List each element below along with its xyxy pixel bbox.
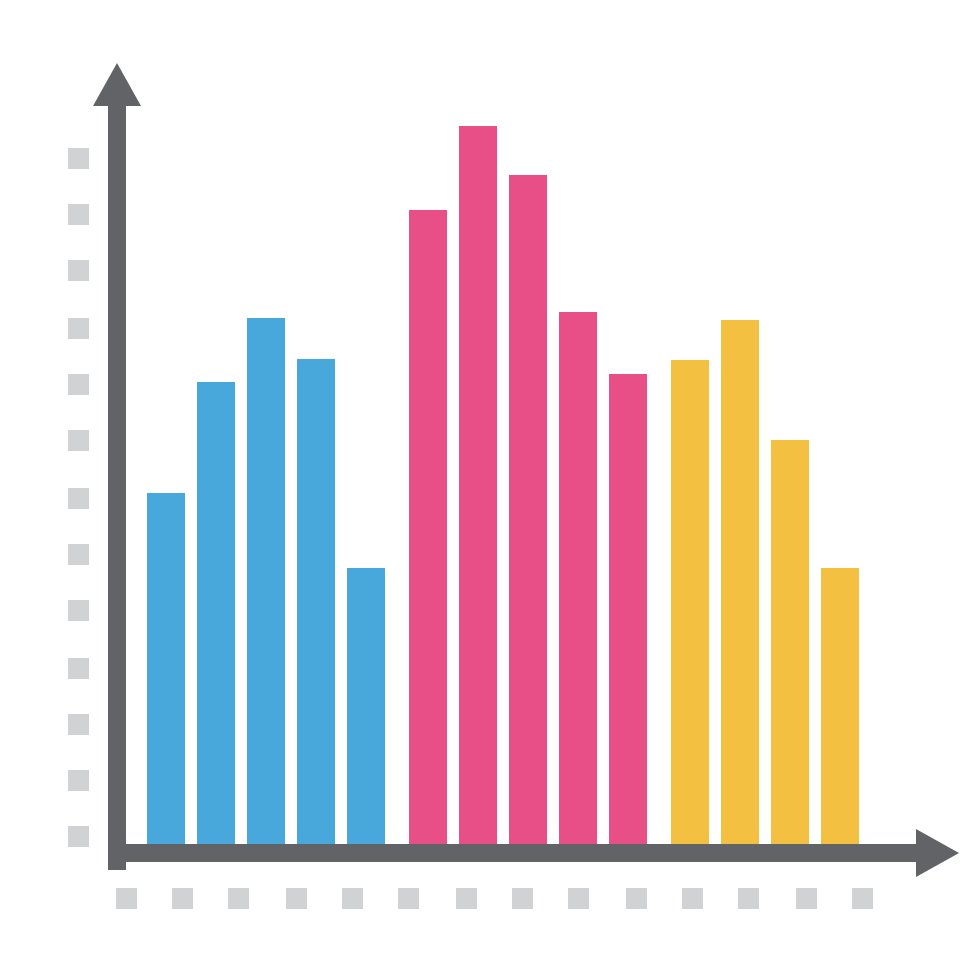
y-tick <box>68 318 89 339</box>
bar <box>821 568 859 844</box>
y-tick <box>68 770 89 791</box>
x-tick <box>172 888 193 909</box>
bar <box>347 568 385 844</box>
x-tick <box>116 888 137 909</box>
x-tick <box>228 888 249 909</box>
y-tick <box>68 430 89 451</box>
x-tick <box>796 888 817 909</box>
bar <box>297 359 335 844</box>
y-tick <box>68 148 89 169</box>
x-tick <box>398 888 419 909</box>
bar <box>721 320 759 844</box>
x-tick <box>512 888 533 909</box>
chart-canvas: { "chart": { "type": "bar", "background_… <box>0 0 980 980</box>
x-tick <box>738 888 759 909</box>
x-tick <box>626 888 647 909</box>
bar <box>559 312 597 844</box>
x-tick <box>342 888 363 909</box>
bar <box>459 126 497 844</box>
bar <box>671 360 709 844</box>
x-tick <box>456 888 477 909</box>
y-axis-arrow-icon <box>93 63 141 106</box>
y-tick <box>68 826 89 847</box>
y-axis <box>108 98 126 870</box>
y-tick <box>68 658 89 679</box>
bar <box>247 318 285 844</box>
chart-bars <box>147 0 907 844</box>
bar <box>409 210 447 844</box>
y-tick <box>68 204 89 225</box>
bar <box>509 175 547 844</box>
x-axis <box>108 844 918 862</box>
x-tick <box>852 888 873 909</box>
y-tick <box>68 714 89 735</box>
x-axis-arrow-icon <box>916 829 959 877</box>
x-tick <box>682 888 703 909</box>
bar <box>197 382 235 844</box>
y-tick <box>68 544 89 565</box>
x-tick <box>286 888 307 909</box>
x-tick <box>568 888 589 909</box>
bar <box>771 440 809 844</box>
y-tick <box>68 488 89 509</box>
y-tick <box>68 374 89 395</box>
bar <box>147 493 185 844</box>
bar <box>609 374 647 844</box>
y-tick <box>68 260 89 281</box>
y-tick <box>68 600 89 621</box>
